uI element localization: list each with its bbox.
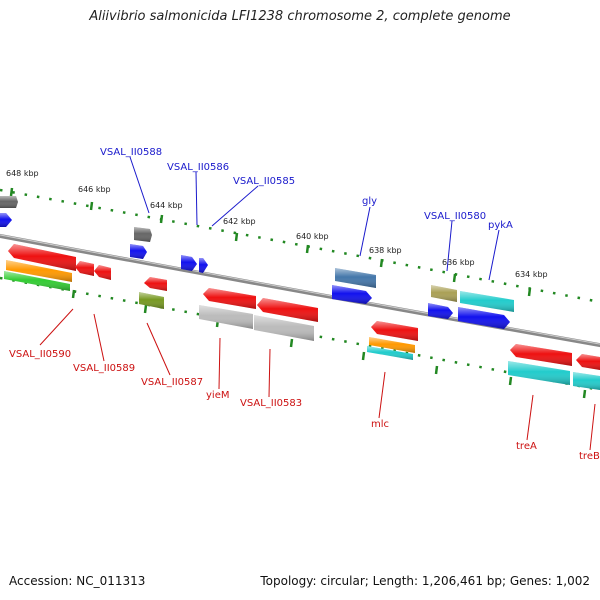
feature-cyan-trea[interactable] xyxy=(508,361,570,385)
scale-major-ticks xyxy=(9,187,532,297)
feature-vsal-ii0589-b[interactable] xyxy=(94,265,111,280)
feature-yiem[interactable] xyxy=(203,288,256,309)
gene-label-gly[interactable]: gly xyxy=(362,196,377,207)
bottom-label-leaders xyxy=(39,308,596,451)
gene-label-yiem[interactable]: yieM xyxy=(206,390,229,401)
feature-cyan-treb[interactable] xyxy=(573,372,600,390)
tick-label-634: 634 kbp xyxy=(515,270,548,279)
feature-vsal-ii0589-a[interactable] xyxy=(75,261,94,276)
gene-label-vsal-ii0589[interactable]: VSAL_II0589 xyxy=(73,363,135,374)
tick-label-636: 636 kbp xyxy=(442,258,475,267)
accession-text: Accession: NC_011313 xyxy=(9,574,146,588)
feature-green-ii0590[interactable] xyxy=(4,271,70,291)
gene-label-vsal-ii0587[interactable]: VSAL_II0587 xyxy=(141,377,203,388)
feature-blue-gly[interactable] xyxy=(332,285,372,304)
feature-orange-mlc[interactable] xyxy=(369,337,415,353)
feature-vsal-ii0587[interactable] xyxy=(144,277,167,291)
scale-ring-upper xyxy=(0,188,600,304)
feature-vsal-ii0585[interactable] xyxy=(199,258,208,273)
feature-cyan-mlc[interactable] xyxy=(367,346,413,360)
tick-label-646: 646 kbp xyxy=(78,185,111,194)
map-title: Aliivibrio salmonicida LFI1238 chromosom… xyxy=(89,9,511,24)
tick-label-640: 640 kbp xyxy=(296,232,329,241)
gene-label-vsal-ii0588[interactable]: VSAL_II0588 xyxy=(100,147,162,158)
feature-gray-yiem[interactable] xyxy=(199,305,253,329)
gene-label-vsal-ii0585[interactable]: VSAL_II0585 xyxy=(233,176,295,187)
lower-major-ticks xyxy=(71,289,587,399)
feature-olive-ii0587[interactable] xyxy=(139,292,164,309)
feature-gray-ii0583[interactable] xyxy=(254,315,314,341)
gene-label-treb[interactable]: treB xyxy=(579,451,600,462)
tick-label-638: 638 kbp xyxy=(369,246,402,255)
feature-vsal-ii0580[interactable] xyxy=(431,285,457,302)
feature-mlc[interactable] xyxy=(371,321,418,341)
feature-pyka[interactable] xyxy=(460,291,514,312)
feature-treb[interactable] xyxy=(576,354,600,370)
chromosome-backbone xyxy=(0,233,600,348)
feature-blue-ii0588[interactable] xyxy=(130,244,147,259)
gene-label-vsal-ii0586[interactable]: VSAL_II0586 xyxy=(167,162,229,173)
feature-orange-ii0590[interactable] xyxy=(6,260,72,282)
top-label-leaders xyxy=(129,156,500,281)
gene-label-vsal-ii0580[interactable]: VSAL_II0580 xyxy=(424,211,486,222)
feature-blue-ii0580[interactable] xyxy=(428,303,453,319)
tick-label-648: 648 kbp xyxy=(6,169,39,178)
tick-label-644: 644 kbp xyxy=(150,201,183,210)
feature-blue-left[interactable] xyxy=(0,213,12,227)
feature-vsal-ii0583[interactable] xyxy=(257,298,318,322)
feature-blue-pyka[interactable] xyxy=(458,307,510,329)
tick-label-642: 642 kbp xyxy=(223,217,256,226)
gene-label-trea[interactable]: treA xyxy=(516,441,537,452)
feature-vsal-ii0588[interactable] xyxy=(134,227,152,242)
feature-trea[interactable] xyxy=(510,344,572,366)
gene-label-pyka[interactable]: pykA xyxy=(488,220,513,231)
gene-label-vsal-ii0590[interactable]: VSAL_II0590 xyxy=(9,349,71,360)
feature-gly[interactable] xyxy=(335,268,376,288)
gene-label-vsal-ii0583[interactable]: VSAL_II0583 xyxy=(240,398,302,409)
genome-summary-text: Topology: circular; Length: 1,206,461 bp… xyxy=(260,574,590,588)
feature-vsal-ii0586[interactable] xyxy=(181,255,197,271)
feature-vsal-ii0590[interactable] xyxy=(8,244,76,271)
chromosome-backbone-highlight xyxy=(0,234,600,345)
gene-label-mlc[interactable]: mlc xyxy=(371,419,389,430)
feature-gray-left[interactable] xyxy=(0,196,18,208)
